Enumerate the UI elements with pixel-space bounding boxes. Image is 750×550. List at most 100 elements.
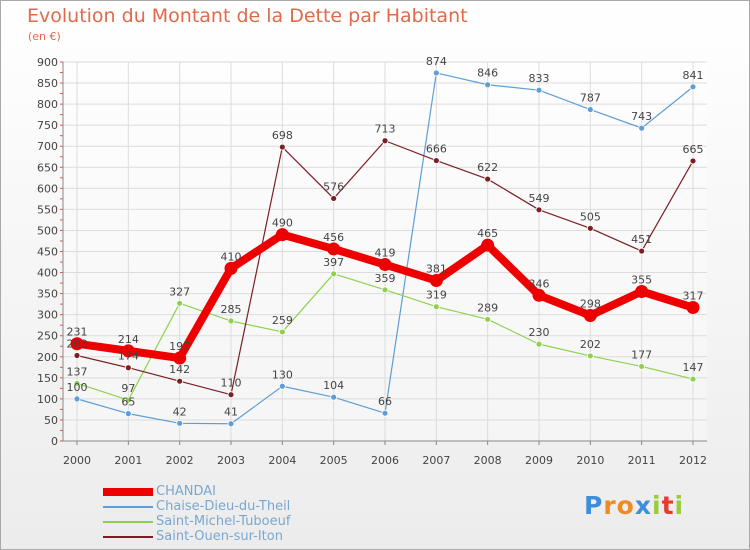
data-point (638, 363, 646, 370)
data-label: 319 (426, 289, 447, 302)
data-point (532, 288, 546, 302)
data-label: 230 (529, 326, 550, 339)
data-label: 327 (169, 285, 190, 298)
data-point (535, 340, 543, 348)
data-point (432, 303, 440, 311)
data-point (278, 328, 286, 336)
y-tick-label: 250 (37, 330, 58, 343)
legend-swatch (103, 536, 153, 538)
data-label: 42 (173, 405, 187, 418)
data-label: 666 (426, 143, 447, 156)
data-label: 66 (378, 395, 392, 408)
y-tick-label: 850 (37, 77, 58, 90)
data-point (73, 379, 81, 387)
data-label: 505 (580, 210, 601, 223)
data-point (381, 286, 389, 294)
data-point (327, 242, 341, 256)
data-point (689, 375, 697, 383)
data-label: 841 (683, 69, 704, 82)
data-point (278, 143, 286, 151)
legend-label: Saint-Ouen-sur-Iton (156, 529, 283, 544)
data-label: 214 (118, 333, 139, 346)
y-tick-label: 200 (37, 351, 58, 364)
data-label: 743 (631, 110, 652, 123)
data-point (535, 86, 543, 94)
x-tick-label: 2010 (576, 454, 604, 467)
data-point (586, 352, 594, 360)
x-tick-label: 2001 (114, 454, 142, 467)
chart-subtitle: (en €) (28, 30, 61, 43)
y-tick-label: 100 (37, 393, 58, 406)
data-label: 289 (477, 301, 498, 314)
data-label: 41 (224, 406, 238, 419)
y-tick-label: 400 (37, 267, 58, 280)
data-label: 622 (477, 161, 498, 174)
logo-letter: i (652, 491, 662, 520)
y-tick-label: 900 (37, 56, 58, 69)
data-label: 110 (221, 377, 242, 390)
legend-label: CHANDAI (156, 484, 216, 499)
data-point (586, 106, 594, 113)
data-label: 359 (375, 272, 396, 285)
data-label: 549 (529, 192, 550, 205)
data-point (124, 410, 132, 418)
data-label: 65 (121, 396, 135, 409)
data-point (176, 377, 184, 385)
x-tick-label: 2005 (320, 454, 348, 467)
data-label: 259 (272, 314, 293, 327)
data-point (227, 391, 235, 399)
x-tick-label: 2009 (525, 454, 553, 467)
data-point (176, 299, 184, 307)
data-point (278, 382, 286, 390)
y-tick-label: 800 (37, 98, 58, 111)
data-point (484, 175, 492, 183)
x-tick-label: 2006 (371, 454, 399, 467)
data-point (535, 206, 543, 214)
data-point (227, 317, 235, 325)
data-label: 97 (121, 382, 135, 395)
data-point (638, 247, 646, 255)
y-tick-label: 0 (51, 435, 58, 448)
data-label: 576 (323, 180, 344, 193)
data-label: 231 (67, 326, 88, 339)
data-label: 846 (477, 67, 498, 80)
logo-letter: i (674, 491, 685, 520)
data-point (70, 337, 84, 351)
y-tick-label: 300 (37, 309, 58, 322)
data-point (484, 315, 492, 323)
x-tick-label: 2012 (679, 454, 707, 467)
data-label: 874 (426, 55, 447, 68)
y-tick-label: 500 (37, 224, 58, 237)
data-point (484, 81, 492, 89)
data-point (635, 285, 649, 299)
y-tick-label: 50 (44, 414, 58, 427)
data-label: 142 (169, 363, 190, 376)
data-label: 397 (323, 256, 344, 269)
legend-swatch (103, 506, 153, 508)
y-tick-label: 750 (37, 119, 58, 132)
data-point (429, 274, 443, 288)
data-point (227, 420, 235, 428)
y-tick-label: 150 (37, 372, 58, 385)
data-point (330, 195, 338, 202)
data-point (378, 258, 392, 272)
x-tick-label: 2004 (268, 454, 296, 467)
data-point (381, 409, 389, 417)
data-label: 147 (683, 361, 704, 374)
data-point (330, 270, 338, 278)
y-tick-label: 450 (37, 246, 58, 259)
x-tick-label: 2007 (422, 454, 450, 467)
data-point (176, 419, 184, 427)
x-tick-label: 2002 (166, 454, 194, 467)
y-tick-label: 650 (37, 161, 58, 174)
logo-letter: r (603, 491, 617, 520)
x-tick-label: 2011 (628, 454, 656, 467)
data-point (638, 124, 646, 132)
data-point (121, 344, 135, 358)
data-label: 456 (323, 231, 344, 244)
data-label: 104 (323, 379, 344, 392)
logo-letter: x (634, 491, 652, 520)
data-point (586, 224, 594, 232)
